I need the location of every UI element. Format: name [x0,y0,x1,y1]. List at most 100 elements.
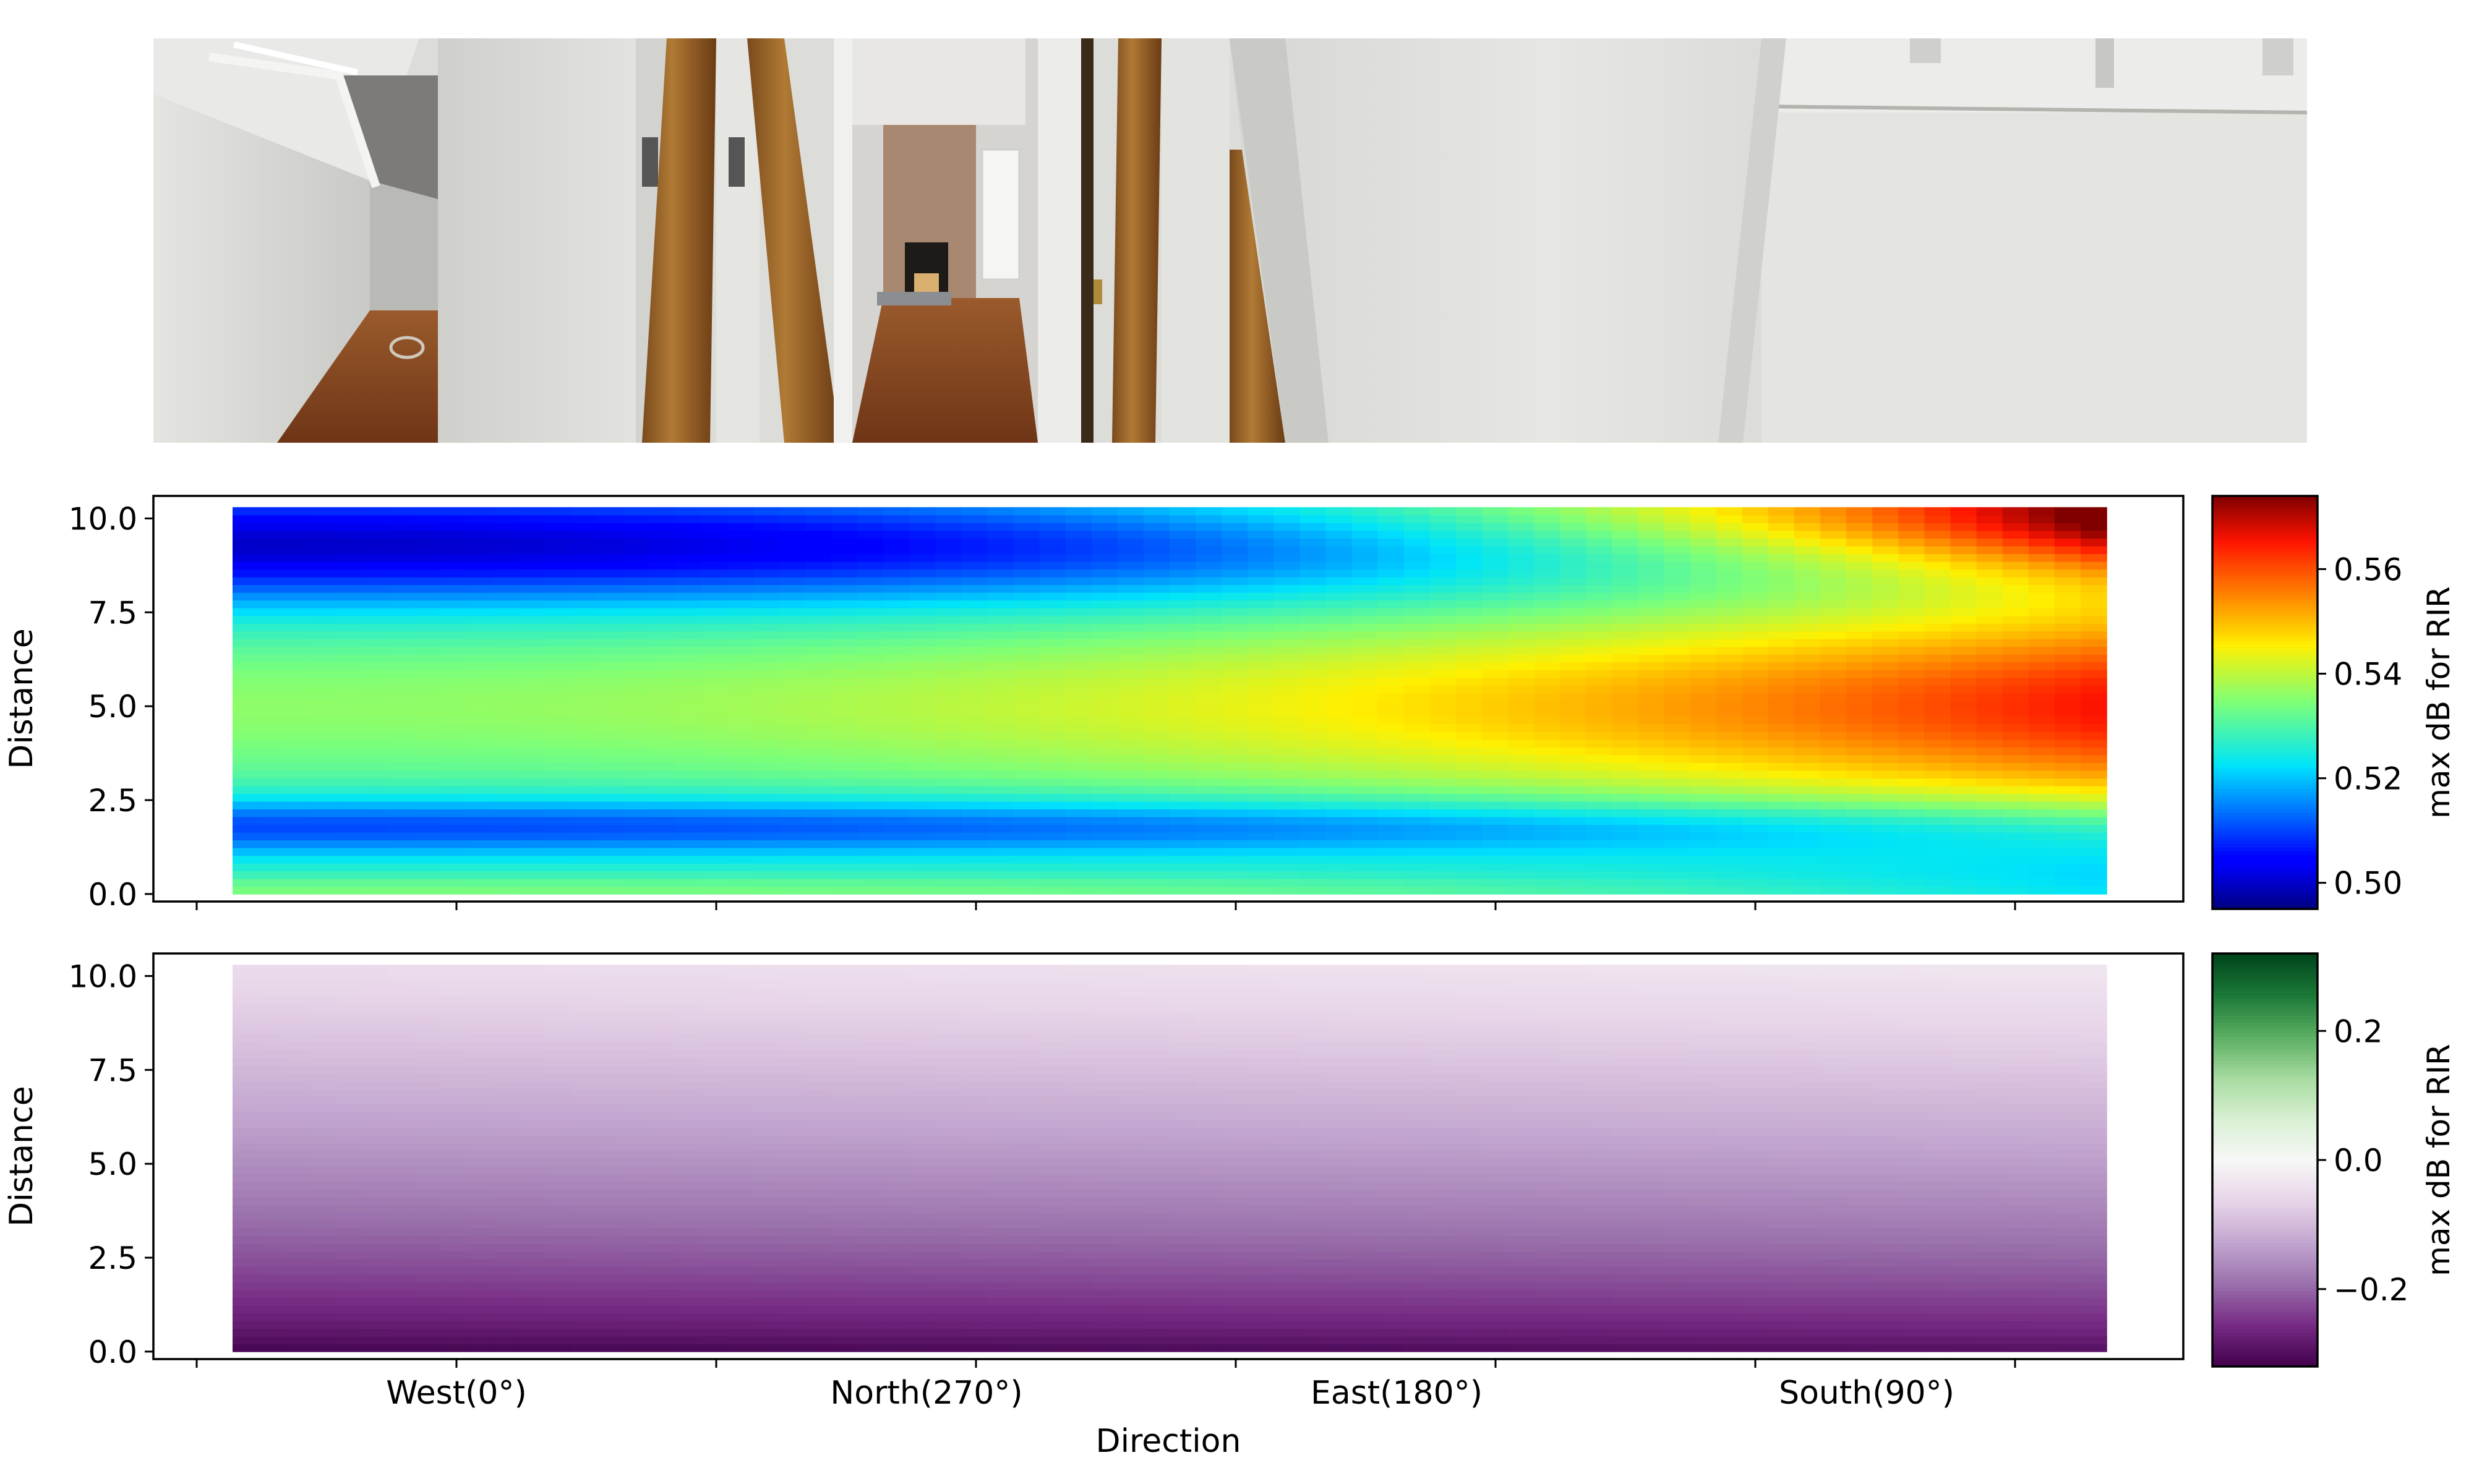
heatmap-cell [1716,731,1743,740]
heatmap-cell [310,1282,338,1290]
heatmap-cell [388,1313,416,1321]
heatmap-cell [233,1196,259,1205]
heatmap-cell [1508,809,1534,817]
heatmap-cell [414,785,442,794]
heatmap-cell [1846,522,1873,531]
heatmap-cell [492,1018,520,1028]
heatmap-cell [285,1150,312,1159]
heatmap-cell [1273,584,1301,593]
heatmap-cell [259,530,285,539]
heatmap-cell [1924,607,1951,616]
heatmap-cell [2080,855,2107,864]
colorbar-swatch [2212,695,2318,700]
heatmap-cell [1560,863,1587,872]
heatmap-cell [388,809,416,817]
heatmap-cell [1742,669,1769,678]
heatmap-cell [675,1189,702,1198]
heatmap-cell [857,785,884,794]
heatmap-cell [1170,615,1196,624]
heatmap-cell [1377,878,1405,887]
heatmap-cell [1664,631,1691,639]
heatmap-cell [2080,832,2107,841]
heatmap-cell [1325,646,1353,655]
heatmap-cell [701,592,728,601]
heatmap-cell [233,1220,259,1229]
y-tick-label: 5.0 [88,689,137,725]
heatmap-cell [623,886,650,895]
heatmap-cell [1820,677,1847,686]
heatmap-cell [779,553,806,562]
heatmap-cell [362,1158,390,1167]
heatmap-cell [1664,708,1691,717]
heatmap-cell [571,996,597,1004]
heatmap-cell [492,747,520,756]
heatmap-cell [1325,615,1353,624]
heatmap-cell [571,754,597,763]
heatmap-cell [701,1336,728,1345]
heatmap-cell [1143,561,1170,570]
heatmap-cell [1143,855,1170,864]
heatmap-cell [2054,507,2081,516]
heatmap-cell [285,538,312,547]
heatmap-cell [2054,739,2081,748]
heatmap-cell [1403,840,1431,848]
heatmap-cell [466,600,494,608]
heatmap-cell [233,1057,259,1066]
heatmap-cell [1143,878,1170,887]
heatmap-cell [831,754,858,763]
heatmap-cell [1794,507,1821,516]
heatmap-cell [1534,824,1561,833]
heatmap-cell [1716,816,1743,825]
heatmap-cell [1482,716,1509,725]
heatmap-cell [1170,530,1196,539]
heatmap-cell [571,1212,597,1221]
heatmap-cell [1429,685,1457,694]
heatmap-cell [1013,607,1040,616]
heatmap-cell [909,785,936,794]
heatmap-cell [779,847,806,856]
heatmap-cell [623,965,650,973]
heatmap-cell [440,1104,468,1112]
heatmap-cell [1508,754,1534,763]
heatmap-cell [362,747,390,756]
heatmap-cell [1950,576,1977,586]
heatmap-cell [1325,863,1353,872]
heatmap-cell [1429,538,1457,547]
heatmap-cell [623,739,650,748]
heatmap-cell [753,1003,780,1012]
heatmap-cell [649,1282,676,1290]
heatmap-cell [805,1143,832,1151]
heatmap-cell [2002,886,2029,895]
heatmap-cell [571,1065,597,1074]
heatmap-cell [1768,631,1795,639]
heatmap-cell [1924,832,1951,841]
heatmap-cell [1429,507,1457,516]
heatmap-cell [1768,731,1795,740]
heatmap-cell [1872,754,1899,763]
heatmap-cell [597,747,624,756]
heatmap-cell [675,1080,702,1090]
heatmap-cell [1846,747,1873,756]
heatmap-cell [285,965,312,973]
heatmap-cell [1638,662,1665,670]
heatmap-cell [1664,662,1691,670]
heatmap-cell [1794,832,1821,841]
heatmap-cell [336,1150,364,1159]
colorbar-swatch [2212,558,2318,562]
heatmap-cell [310,1196,338,1205]
heatmap-cell [1377,801,1405,810]
heatmap-cell [310,553,338,562]
heatmap-cell [571,785,597,794]
heatmap-cell [233,669,259,678]
heatmap-cell [1820,832,1847,841]
heatmap-cell [753,1026,780,1035]
heatmap-cell [1534,507,1561,516]
heatmap-cell [259,754,285,763]
heatmap-cell [1534,739,1561,748]
heatmap-cell [805,1328,832,1337]
heatmap-cell [362,1189,390,1198]
heatmap-cell [727,1274,754,1283]
heatmap-cell [831,1328,858,1337]
colorbar-swatch [2212,864,2318,868]
heatmap-cell [336,878,364,887]
